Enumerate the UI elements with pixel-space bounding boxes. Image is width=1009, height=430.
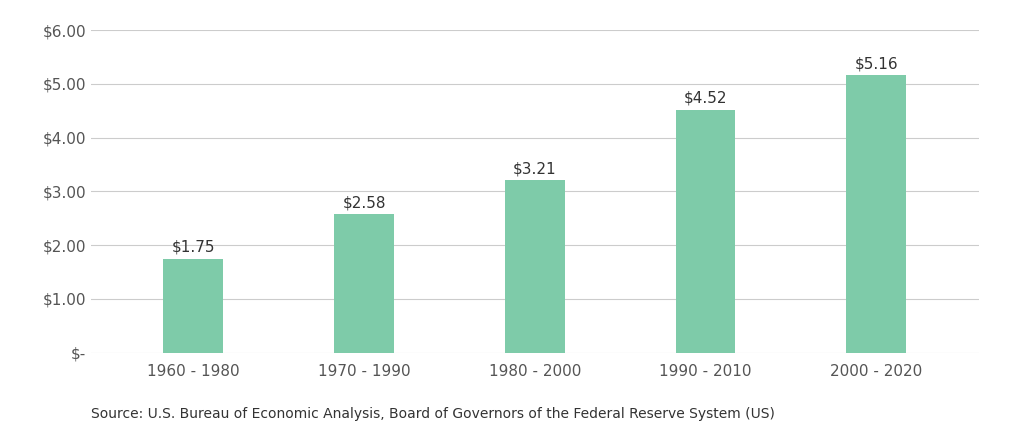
Bar — [163, 258, 223, 353]
Bar — [504, 180, 565, 353]
Text: $5.16: $5.16 — [855, 56, 898, 71]
Bar — [334, 214, 394, 353]
Text: $3.21: $3.21 — [513, 161, 557, 176]
Text: $4.52: $4.52 — [684, 91, 727, 106]
Bar — [847, 75, 906, 353]
Text: $2.58: $2.58 — [342, 195, 385, 210]
Text: $1.75: $1.75 — [172, 240, 215, 255]
Bar — [676, 110, 736, 353]
Text: Source: U.S. Bureau of Economic Analysis, Board of Governors of the Federal Rese: Source: U.S. Bureau of Economic Analysis… — [91, 407, 775, 421]
